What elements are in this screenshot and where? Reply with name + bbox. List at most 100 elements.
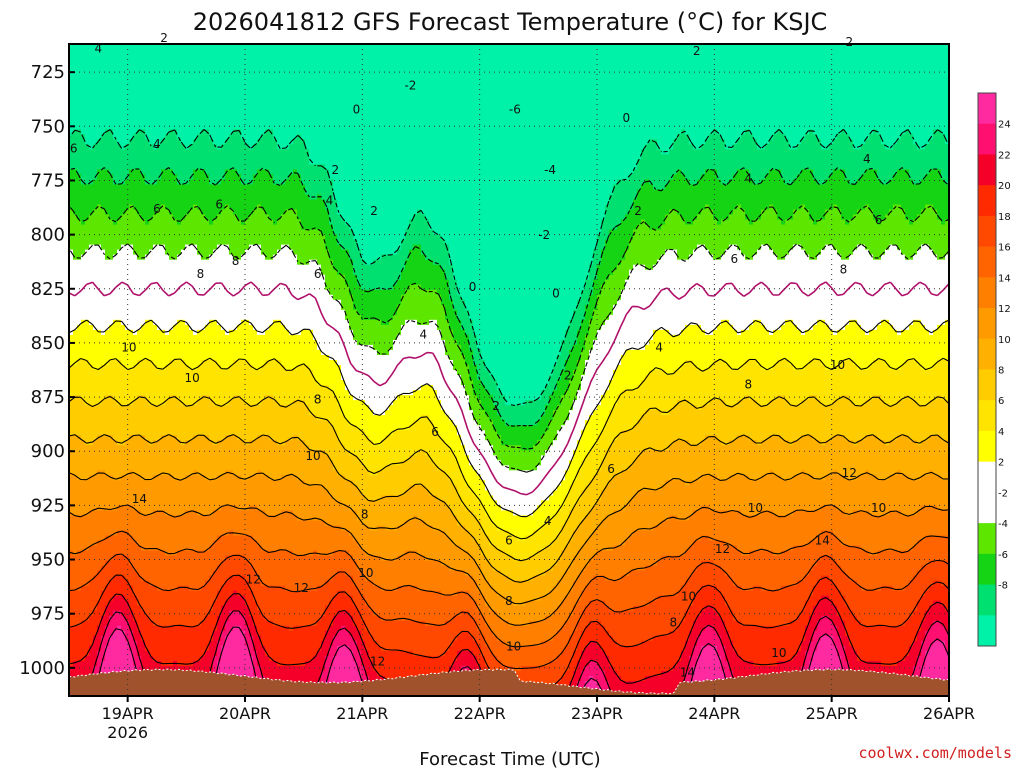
temperature-cell [101,546,106,552]
temperature-cell [77,646,82,652]
temperature-cell [97,225,102,231]
temperature-cell [81,315,86,321]
temperature-cell [85,631,90,637]
temperature-cell [101,385,106,391]
temperature-cell [109,139,114,145]
temperature-cell [81,666,86,672]
temperature-cell [73,631,78,637]
temperature-cell [73,260,78,266]
temperature-cell [97,109,102,115]
temperature-cell [93,536,98,542]
temperature-cell [77,335,82,341]
temperature-cell [105,144,110,150]
temperature-cell [77,240,82,246]
temperature-cell [101,280,106,286]
temperature-cell [85,54,90,60]
temperature-cell [93,300,98,306]
temperature-cell [73,375,78,381]
temperature-cell [109,505,114,511]
temperature-cell [81,64,86,70]
temperature-cell [101,475,106,481]
temperature-cell [85,415,90,421]
temperature-cell [105,551,110,557]
temperature-cell [93,64,98,70]
temperature-cell [73,89,78,95]
temperature-cell [77,270,82,276]
temperature-cell [101,119,106,125]
temperature-cell [101,455,106,461]
temperature-cell [101,74,106,80]
temperature-cell [85,169,90,175]
temperature-cell [93,179,98,185]
temperature-cell [89,375,94,381]
temperature-cell [89,200,94,206]
temperature-cell [85,139,90,145]
temperature-cell [105,370,110,376]
temperature-cell [105,245,110,251]
temperature-cell [81,305,86,311]
temperature-cell [101,515,106,521]
temperature-cell [81,184,86,190]
temperature-cell [77,375,82,381]
temperature-cell [89,651,94,657]
temperature-cell [81,410,86,416]
temperature-cell [109,485,114,491]
temperature-cell [109,210,114,216]
temperature-cell [89,395,94,401]
temperature-cell [73,345,78,351]
temperature-cell [113,205,118,211]
temperature-cell [81,531,86,537]
temperature-cell [97,134,102,140]
temperature-cell [85,109,90,115]
temperature-cell [101,355,106,361]
temperature-cell [89,410,94,416]
temperature-cell [89,275,94,281]
temperature-cell [85,275,90,281]
temperature-cell [89,235,94,241]
temperature-cell [105,260,110,266]
temperature-cell [109,280,114,286]
temperature-cell [81,119,86,125]
temperature-cell [73,646,78,652]
temperature-cell [101,666,106,672]
temperature-cell [101,375,106,381]
temperature-cell [113,235,118,241]
temperature-cell [97,636,102,642]
temperature-cell [81,235,86,241]
temperature-cell [93,385,98,391]
temperature-cell [93,591,98,597]
temperature-cell [93,74,98,80]
temperature-cell [77,470,82,476]
temperature-cell [97,174,102,180]
temperature-cell [109,84,114,90]
temperature-cell [109,480,114,486]
temperature-cell [81,240,86,246]
temperature-cell [109,470,114,476]
temperature-cell [81,521,86,527]
temperature-cell [73,541,78,547]
temperature-cell [97,410,102,416]
temperature-cell [73,200,78,206]
temperature-cell [105,84,110,90]
temperature-cell [109,400,114,406]
temperature-cell [85,531,90,537]
temperature-cell [85,455,90,461]
temperature-cell [81,154,86,160]
temperature-cell [85,521,90,527]
temperature-cell [89,521,94,527]
temperature-cell [85,114,90,120]
temperature-cell [81,129,86,135]
temperature-cell [77,626,82,632]
temperature-cell [77,606,82,612]
temperature-cell [97,485,102,491]
temperature-cell [97,445,102,451]
temperature-cell [97,295,102,301]
temperature-cell [77,425,82,431]
temperature-cell [105,345,110,351]
temperature-cell [89,79,94,85]
temperature-cell [89,255,94,261]
temperature-cell [105,320,110,326]
temperature-cell [77,200,82,206]
temperature-cell [113,79,118,85]
temperature-cell [89,390,94,396]
